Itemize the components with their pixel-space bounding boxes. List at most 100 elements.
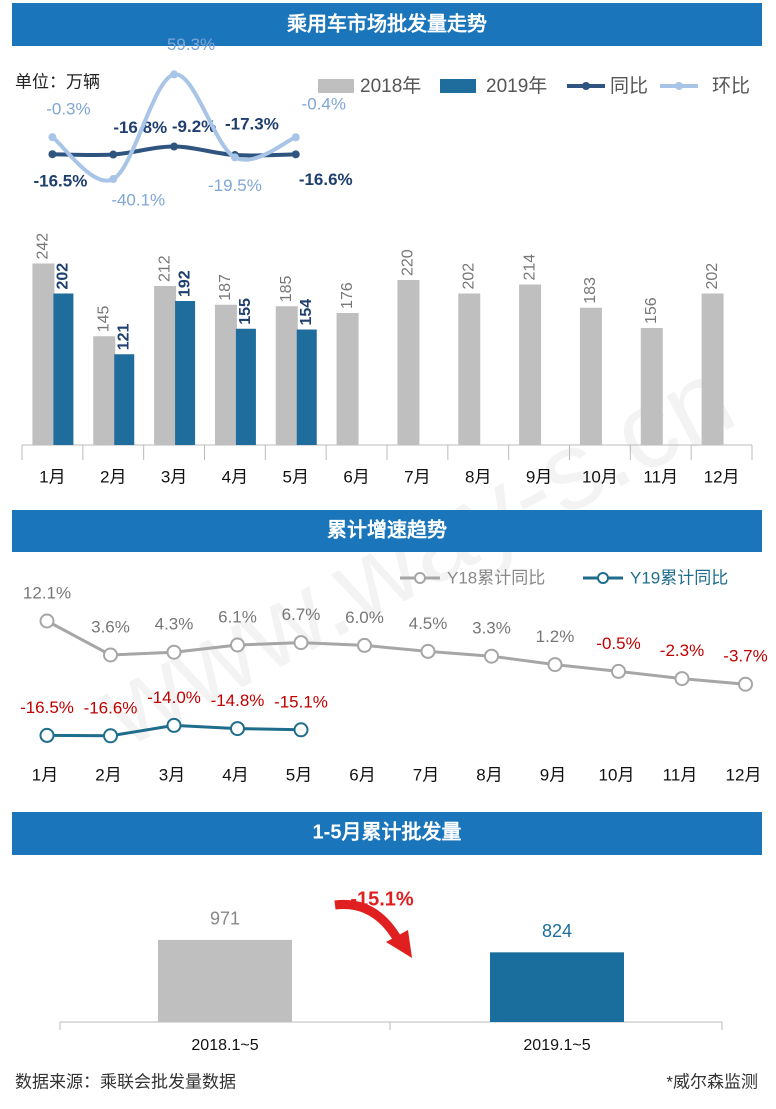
data-label: -3.7% — [723, 647, 767, 666]
bar — [93, 336, 116, 445]
data-label: 145 — [95, 305, 112, 332]
line-marker — [420, 643, 436, 659]
data-label: 242 — [35, 233, 52, 260]
data-label: -14.0% — [147, 688, 201, 707]
data-label: 154 — [298, 299, 315, 326]
chart-title: 1-5月累计批发量 — [313, 819, 462, 843]
bar — [32, 263, 55, 445]
x-tick-label: 11月 — [643, 467, 678, 486]
x-tick-label: 3月 — [161, 467, 187, 486]
data-label: 121 — [115, 323, 132, 350]
bar — [275, 306, 298, 445]
data-label: -2.3% — [660, 641, 704, 660]
data-label: 202 — [460, 263, 477, 290]
x-tick-label: 10月 — [582, 467, 618, 486]
chart-title: 乘用车市场批发量走势 — [286, 11, 487, 35]
x-tick-label: 1月 — [39, 467, 65, 486]
x-tick-label: 12月 — [704, 467, 740, 486]
data-label: 4.3% — [155, 615, 194, 634]
legend-label: 2019年 — [486, 75, 547, 97]
x-tick-label: 7月 — [404, 467, 430, 486]
data-label: 6.0% — [345, 608, 384, 627]
legend-marker — [675, 82, 683, 90]
line-marker — [39, 727, 55, 743]
unit-label: 单位：万辆 — [15, 72, 100, 91]
x-tick-label: 5月 — [286, 765, 312, 784]
data-label: -16.6% — [84, 698, 138, 717]
header-bar — [12, 510, 762, 552]
line-marker — [166, 644, 182, 660]
legend-label: 同比 — [610, 75, 648, 97]
data-label: 3.6% — [91, 617, 130, 636]
line — [46, 619, 746, 686]
data-label: -15.1% — [274, 692, 328, 711]
legend-label: Y18累计同比 — [447, 568, 545, 587]
bar — [397, 280, 420, 445]
x-tick-label: 6月 — [343, 467, 369, 486]
bar — [336, 313, 359, 445]
data-label: -16.5% — [33, 172, 87, 191]
line-marker — [103, 728, 118, 744]
data-label: 971 — [210, 909, 240, 929]
bar — [579, 307, 602, 445]
bar — [296, 329, 317, 445]
legend-swatch — [318, 79, 354, 93]
footer-source: 数据来源：乘联会批发量数据 — [15, 1072, 236, 1091]
line-marker — [674, 671, 690, 687]
x-tick-label: 2018.1~5 — [191, 1037, 258, 1054]
x-tick-label: 11月 — [663, 765, 698, 784]
data-label: 202 — [55, 263, 72, 290]
x-tick-label: 9月 — [526, 467, 552, 486]
data-label: 1.2% — [536, 627, 575, 646]
line-marker — [170, 142, 179, 151]
legend-marker — [597, 572, 609, 584]
line-marker — [293, 635, 309, 651]
line-marker — [109, 175, 118, 184]
data-label: 6.7% — [282, 605, 321, 624]
data-label: -9.2% — [172, 117, 216, 136]
line-marker — [103, 647, 118, 663]
legend-label: 环比 — [712, 75, 750, 97]
footer-note: *威尔森监测 — [666, 1072, 758, 1091]
data-label: -19.5% — [208, 176, 262, 195]
data-label: 185 — [278, 275, 295, 302]
x-tick-label: 1月 — [32, 765, 58, 784]
data-label: 59.3% — [167, 35, 215, 54]
annotation: -15.1% — [350, 888, 414, 910]
data-label: -40.1% — [111, 191, 165, 210]
data-label: 214 — [521, 254, 538, 281]
line-marker — [230, 153, 239, 162]
x-tick-label: 4月 — [222, 765, 248, 784]
data-label: -0.3% — [46, 100, 90, 119]
bar — [519, 284, 542, 445]
x-tick-label: 10月 — [599, 765, 635, 784]
bar — [158, 939, 292, 1022]
data-label: -0.5% — [596, 634, 640, 653]
line-marker — [291, 150, 300, 159]
arrow — [334, 899, 402, 943]
line-marker — [484, 648, 499, 664]
line-marker — [48, 133, 57, 142]
header-bar — [12, 812, 762, 855]
line-marker — [166, 717, 182, 733]
data-label: 155 — [237, 298, 254, 325]
legend-swatch — [440, 79, 476, 93]
bar — [175, 301, 196, 445]
x-tick-label: 6月 — [349, 765, 375, 784]
data-label: 212 — [156, 255, 173, 282]
data-label: 220 — [400, 249, 417, 276]
data-label: 176 — [339, 282, 356, 309]
data-label: 192 — [176, 270, 193, 297]
data-label: 183 — [582, 277, 599, 304]
data-label: -0.4% — [302, 95, 346, 114]
data-label: 202 — [704, 263, 721, 290]
line-marker — [230, 721, 245, 737]
legend-label: Y19累计同比 — [630, 568, 728, 587]
line-marker — [170, 70, 179, 79]
bar — [458, 293, 481, 445]
x-tick-label: 2月 — [100, 467, 126, 486]
bar — [640, 328, 663, 445]
line-marker — [291, 133, 300, 142]
chart-title: 累计增速趋势 — [327, 517, 447, 541]
